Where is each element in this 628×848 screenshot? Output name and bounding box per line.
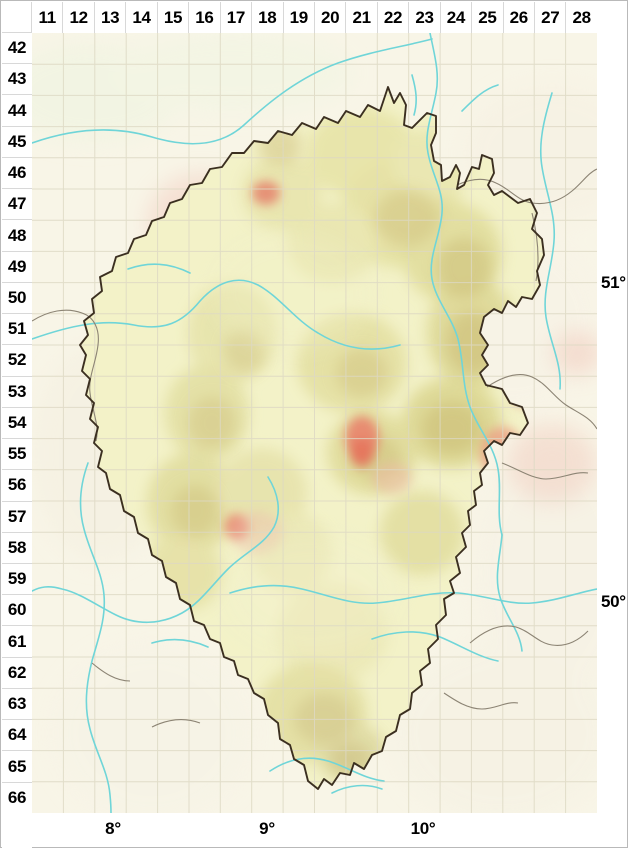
- latitude-label-50: 50°: [601, 592, 626, 611]
- row-header-cell[interactable]: 51: [2, 314, 32, 346]
- row-header-cell[interactable]: 58: [2, 532, 32, 564]
- row-header-cell[interactable]: 53: [2, 376, 32, 408]
- row-header-cell[interactable]: 55: [2, 439, 32, 471]
- row-header-cell[interactable]: 42: [2, 33, 32, 65]
- row-header-cell[interactable]: 62: [2, 657, 32, 689]
- row-header-cell[interactable]: 66: [2, 782, 32, 813]
- row-header-cell[interactable]: 60: [2, 595, 32, 627]
- column-header-cell[interactable]: 12: [63, 2, 95, 33]
- latitude-label-51: 51°: [601, 273, 626, 292]
- row-header-cell[interactable]: 56: [2, 470, 32, 502]
- row-header-cell[interactable]: 65: [2, 751, 32, 783]
- column-header-cell[interactable]: 26: [503, 2, 535, 33]
- row-header-cell[interactable]: 48: [2, 220, 32, 252]
- column-header-cell[interactable]: 15: [157, 2, 190, 33]
- row-header-column: 42 43 44 45 46 47 48 49 50 51 52 53 54 5…: [2, 33, 32, 813]
- column-header-cell[interactable]: 11: [32, 2, 64, 33]
- row-header-cell[interactable]: 59: [2, 563, 32, 596]
- column-header-cell[interactable]: 24: [440, 2, 473, 33]
- row-header-cell[interactable]: 63: [2, 688, 32, 721]
- map-canvas[interactable]: [32, 33, 597, 813]
- row-header-cell[interactable]: 44: [2, 95, 32, 127]
- column-header-cell[interactable]: 27: [535, 2, 567, 33]
- column-header-cell[interactable]: 17: [220, 2, 253, 33]
- grid-bottomleft-cell: [2, 813, 32, 848]
- column-header-cell[interactable]: 20: [314, 2, 347, 33]
- row-header-cell[interactable]: 64: [2, 720, 32, 752]
- column-header-row: 11 12 13 14 15 16 17 18 19 20 21 22 23 2…: [32, 2, 597, 33]
- column-header-cell[interactable]: 23: [409, 2, 441, 33]
- column-header-cell[interactable]: 21: [346, 2, 378, 33]
- column-header-cell[interactable]: 25: [472, 2, 504, 33]
- row-header-cell[interactable]: 47: [2, 189, 32, 221]
- rivers: [32, 33, 597, 813]
- column-header-cell[interactable]: 19: [283, 2, 315, 33]
- column-header-cell[interactable]: 13: [94, 2, 127, 33]
- column-header-cell[interactable]: 22: [377, 2, 410, 33]
- row-header-cell[interactable]: 57: [2, 501, 32, 533]
- column-header-cell[interactable]: 28: [566, 2, 597, 33]
- grid-corner-cell: [2, 2, 32, 33]
- hessen-state-border: [79, 86, 545, 790]
- row-header-cell[interactable]: 54: [2, 407, 32, 440]
- longitude-label-9: 9°: [259, 819, 275, 838]
- column-header-cell[interactable]: 16: [189, 2, 221, 33]
- row-header-cell[interactable]: 46: [2, 157, 32, 190]
- row-header-cell[interactable]: 45: [2, 126, 32, 158]
- row-header-cell[interactable]: 50: [2, 282, 32, 315]
- column-header-cell[interactable]: 14: [126, 2, 158, 33]
- row-header-cell[interactable]: 43: [2, 64, 32, 96]
- row-header-cell[interactable]: 49: [2, 251, 32, 283]
- row-header-cell[interactable]: 52: [2, 345, 32, 377]
- longitude-label-8: 8°: [105, 819, 121, 838]
- row-header-cell[interactable]: 61: [2, 626, 32, 658]
- longitude-label-10: 10°: [410, 819, 436, 838]
- column-header-cell[interactable]: 18: [252, 2, 284, 33]
- map-grid-lines: [32, 33, 597, 813]
